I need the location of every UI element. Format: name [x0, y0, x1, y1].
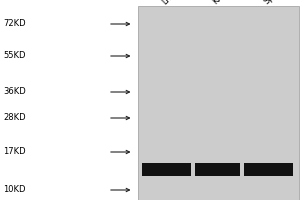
- Text: Kidney: Kidney: [211, 0, 237, 6]
- Bar: [138, 6, 298, 200]
- Text: 72KD: 72KD: [3, 20, 26, 28]
- Text: 28KD: 28KD: [3, 114, 26, 122]
- Text: Liver: Liver: [160, 0, 181, 6]
- Bar: [142, 162, 191, 176]
- Bar: [195, 162, 240, 176]
- Bar: [244, 162, 293, 176]
- Text: 55KD: 55KD: [3, 51, 26, 60]
- Text: 17KD: 17KD: [3, 148, 26, 156]
- Text: Spleen: Spleen: [262, 0, 288, 6]
- Text: 10KD: 10KD: [3, 186, 26, 194]
- Text: 36KD: 36KD: [3, 88, 26, 97]
